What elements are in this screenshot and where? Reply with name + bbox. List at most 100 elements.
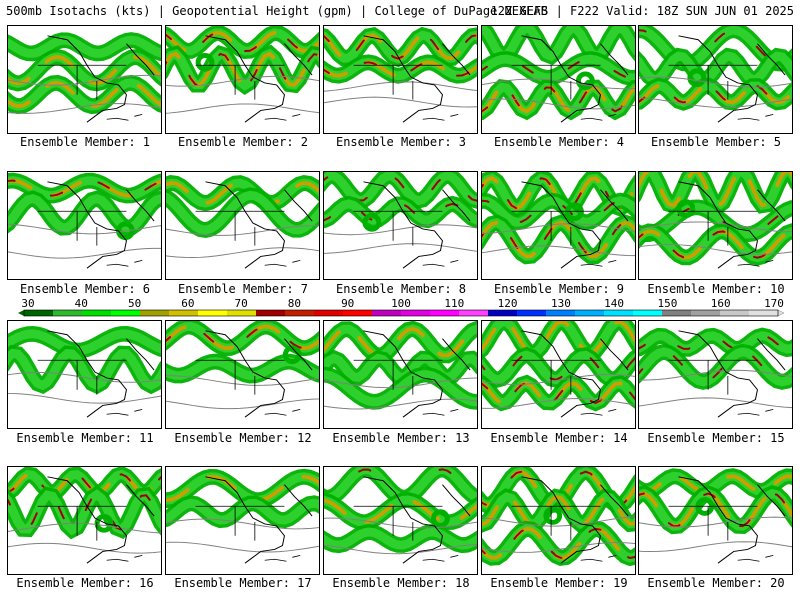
jet-band-core [166, 51, 319, 88]
colorbar-left-arrow [18, 310, 24, 316]
height-contour [324, 81, 477, 92]
jet-band-mid [324, 353, 477, 383]
jet-band-core [482, 494, 635, 527]
jet-band-core [8, 80, 161, 109]
colorbar-tick-label: 30 [21, 297, 34, 310]
jet-band-core [639, 172, 792, 209]
caribbean-islands [264, 408, 301, 416]
jet-band-mid [8, 329, 161, 356]
height-contour [482, 223, 635, 234]
height-contour [482, 78, 635, 90]
colorbar-tick-label: 170 [764, 297, 784, 310]
caribbean-islands [580, 554, 617, 562]
height-contour [8, 247, 161, 259]
jet-max [166, 31, 319, 53]
border-lines [353, 505, 443, 541]
ensemble-map-panel [323, 25, 478, 134]
closed-low [195, 52, 215, 72]
height-contour [482, 98, 635, 110]
jet-band-core [324, 498, 477, 525]
coastline [363, 330, 471, 418]
caribbean-islands [580, 113, 617, 121]
colorbar-segment [343, 310, 373, 316]
caribbean-islands [422, 408, 459, 416]
coastline [678, 330, 786, 418]
closed-low [565, 202, 584, 221]
height-contour [482, 398, 635, 409]
colorbar-segment [82, 310, 112, 316]
colorbar-segment [459, 310, 489, 316]
ensemble-member-caption: Ensemble Member: 11 [16, 431, 154, 445]
coastline [363, 181, 471, 269]
height-contour [639, 76, 792, 88]
jet-band-core [8, 178, 161, 198]
jet-max [482, 354, 635, 381]
jet-band-mid [639, 51, 792, 85]
map-svg [639, 172, 792, 269]
border-lines [511, 359, 601, 395]
caribbean-islands [106, 113, 143, 121]
height-contour [324, 224, 477, 236]
jet-band-mid [166, 190, 319, 235]
caribbean-islands [580, 408, 617, 416]
height-contour [324, 243, 477, 254]
ensemble-map-panel [165, 466, 320, 575]
closed-low [676, 199, 696, 218]
coastline [205, 476, 313, 564]
colorbar-tick-label: 110 [444, 297, 464, 310]
height-contour [324, 377, 477, 389]
caribbean-islands [422, 259, 459, 267]
colorbar-tick-label: 90 [341, 297, 354, 310]
ensemble-map-panel [481, 171, 636, 280]
colorbar-segment [633, 310, 663, 316]
ensemble-member-caption: Ensemble Member: 7 [177, 282, 309, 296]
height-contour [482, 542, 635, 553]
border-lines [668, 210, 758, 246]
height-contour [639, 397, 792, 409]
height-contour [639, 369, 792, 381]
height-contour [482, 374, 635, 385]
height-contour [166, 247, 319, 258]
ensemble-member-caption: Ensemble Member: 16 [16, 576, 154, 590]
colorbar-tick-label: 40 [75, 297, 88, 310]
ensemble-member-caption: Ensemble Member: 14 [490, 431, 628, 445]
border-lines [668, 359, 758, 395]
ensemble-member-caption: Ensemble Member: 1 [19, 135, 151, 149]
caribbean-islands [737, 554, 774, 562]
header-right-valid-time: 12Z GEFS | F222 Valid: 18Z SUN JUN 01 20… [490, 4, 794, 18]
map-svg [324, 321, 477, 418]
coastline [521, 330, 629, 418]
ensemble-map-panel [7, 466, 162, 575]
height-contour [8, 392, 161, 404]
coastline [47, 330, 155, 418]
coastline [678, 181, 786, 269]
border-lines [668, 505, 758, 541]
height-contour [324, 96, 477, 108]
ensemble-map-panel [638, 171, 793, 280]
colorbar-segment [749, 310, 779, 316]
ensemble-map-panel [323, 320, 478, 429]
caribbean-islands [106, 408, 143, 416]
map-svg [482, 26, 635, 123]
coastline [205, 330, 313, 418]
coastline [47, 476, 155, 564]
border-lines [511, 505, 601, 541]
jet-max [482, 86, 635, 113]
colorbar-segment [488, 310, 518, 316]
ensemble-member-caption: Ensemble Member: 20 [647, 576, 785, 590]
height-contour [8, 103, 161, 114]
header-left-title: 500mb Isotachs (kts) | Geopotential Heig… [6, 4, 548, 18]
height-contour [324, 398, 477, 410]
map-svg [8, 467, 161, 564]
jet-band-mid [166, 498, 319, 525]
height-contour [8, 223, 161, 235]
border-lines [353, 64, 443, 100]
map-svg [166, 26, 319, 123]
map-svg [8, 325, 161, 418]
caribbean-islands [580, 259, 617, 267]
coastline [521, 476, 629, 564]
jet-max [639, 230, 792, 259]
border-lines [195, 210, 285, 246]
border-lines [195, 359, 285, 395]
height-contour [166, 398, 319, 410]
